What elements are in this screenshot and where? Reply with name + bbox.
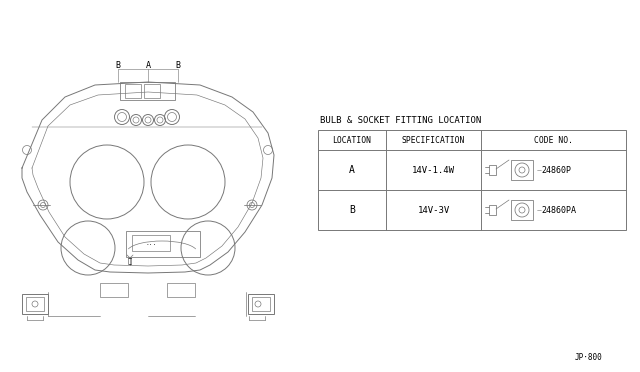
Bar	[126, 231, 200, 257]
Bar	[144, 84, 160, 98]
Bar	[120, 82, 175, 100]
Text: SPECIFICATION: SPECIFICATION	[402, 135, 465, 144]
Text: BULB & SOCKET FITTING LOCATION: BULB & SOCKET FITTING LOCATION	[320, 115, 481, 125]
Bar	[318, 130, 626, 230]
Text: A: A	[349, 165, 355, 175]
Bar	[125, 84, 141, 98]
Bar	[489, 165, 496, 175]
Text: A: A	[145, 61, 150, 70]
Text: CODE NO.: CODE NO.	[534, 135, 573, 144]
Text: B: B	[115, 61, 120, 70]
Bar	[511, 160, 533, 180]
Bar	[100, 283, 128, 297]
Bar	[252, 297, 270, 311]
Bar	[132, 235, 170, 251]
Text: B: B	[175, 61, 180, 70]
Text: 14V-3V: 14V-3V	[417, 205, 450, 215]
Text: JP·800: JP·800	[575, 353, 603, 362]
Text: 14V-1.4W: 14V-1.4W	[412, 166, 455, 174]
Bar	[511, 200, 533, 220]
Bar	[248, 294, 274, 314]
Bar	[22, 294, 48, 314]
Bar	[489, 205, 496, 215]
Bar	[26, 297, 44, 311]
Bar	[167, 283, 195, 297]
Text: B: B	[349, 205, 355, 215]
Text: LOCATION: LOCATION	[333, 135, 371, 144]
Text: ℵ: ℵ	[128, 258, 132, 264]
Text: 24860PA: 24860PA	[541, 205, 576, 215]
Text: 24860P: 24860P	[541, 166, 571, 174]
Text: ...: ...	[145, 241, 157, 246]
